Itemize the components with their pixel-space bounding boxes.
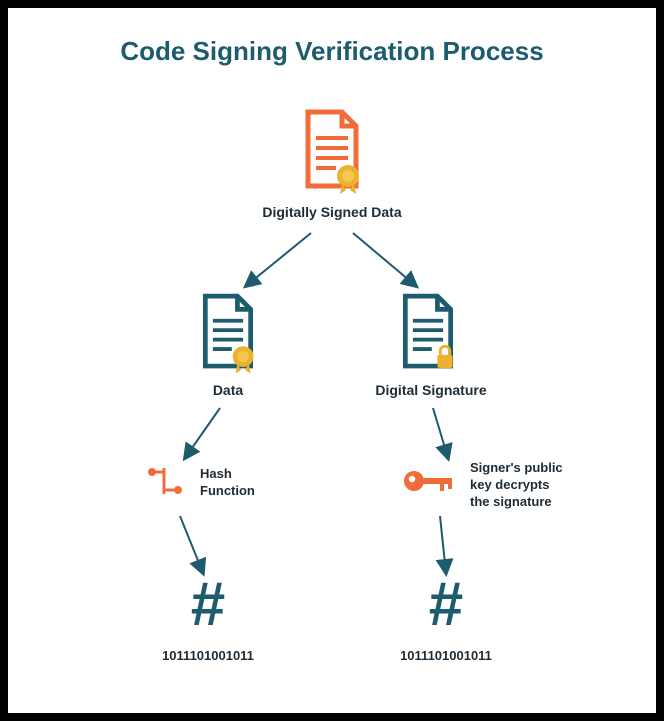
edge-signed-to-signature [353,233,416,286]
diagram-frame: Code Signing Verification Process Digita… [8,8,656,713]
edges-layer [8,8,656,713]
edge-signed-to-data [246,233,311,286]
edge-pubkey-to-hashright [440,516,446,573]
edge-signature-to-pubkey [433,408,448,458]
edge-hashfn-to-hashleft [180,516,203,573]
edge-data-to-hashfn [185,408,220,458]
